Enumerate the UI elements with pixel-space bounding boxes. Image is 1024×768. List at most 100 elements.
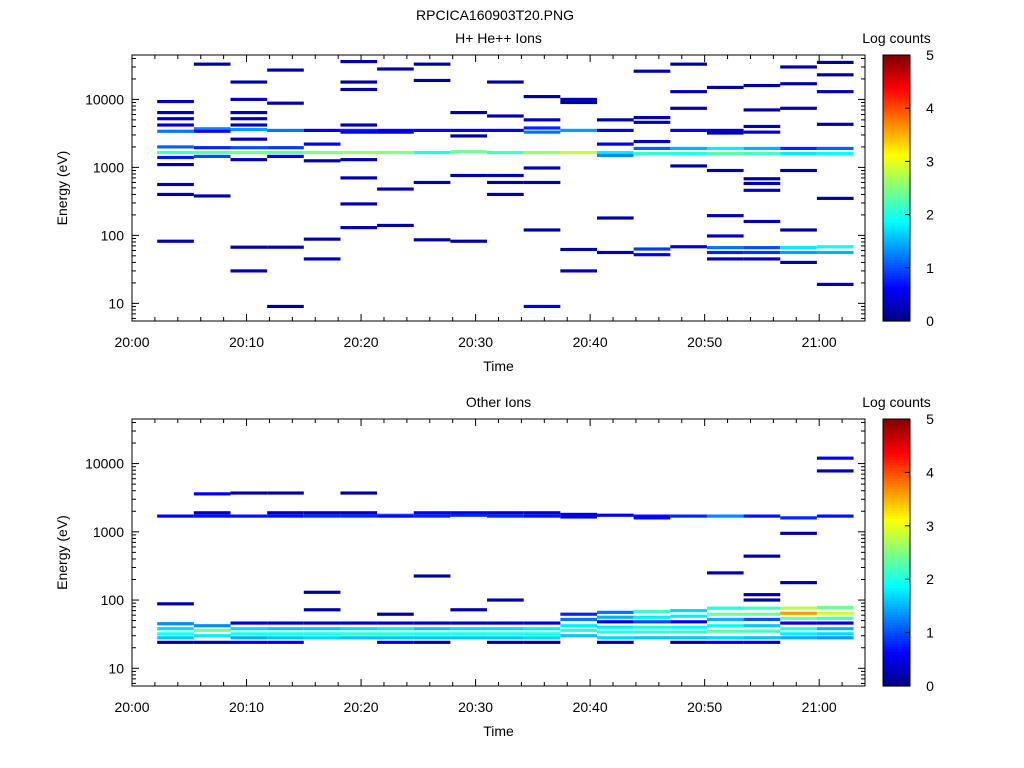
heatmap-cell <box>780 168 817 173</box>
colorbar-segment <box>883 246 910 250</box>
colorbar-segment <box>883 142 910 147</box>
heatmap-cell <box>560 512 597 516</box>
colorbar-segment <box>883 640 910 644</box>
heatmap-cell <box>487 192 524 197</box>
heatmap-cell <box>267 640 304 644</box>
heatmap-cell <box>560 628 597 632</box>
colorbar-segment <box>883 515 910 519</box>
heatmap-cell <box>560 624 597 628</box>
heatmap-cell <box>523 151 561 155</box>
colorbar-segment <box>883 637 910 642</box>
heatmap-cell <box>230 127 268 132</box>
heatmap-cell <box>670 151 707 156</box>
heatmap-cell <box>560 617 597 622</box>
heatmap-cell <box>267 245 304 249</box>
colorbar-segment <box>883 488 910 492</box>
heatmap-cell <box>706 257 744 261</box>
colorbar-segment <box>883 584 910 588</box>
colorbar-segment <box>883 432 910 436</box>
colorbar-tick-label: 5 <box>926 411 934 427</box>
heatmap-cell <box>633 609 671 614</box>
heatmap-cell <box>340 511 378 515</box>
heatmap-cell <box>230 491 268 495</box>
colorbar-segment <box>883 424 910 428</box>
heatmap-cell <box>706 234 744 238</box>
colorbar-segment <box>883 485 910 490</box>
heatmap-cell <box>706 250 744 255</box>
colorbar-segment <box>883 105 910 109</box>
heatmap-cell <box>303 151 341 155</box>
heatmap-cell <box>706 131 744 135</box>
heatmap-cell <box>523 304 561 309</box>
colorbar-segment <box>883 427 910 431</box>
heatmap-cell <box>670 146 707 151</box>
heatmap-cell <box>706 128 744 132</box>
colorbar-segment <box>883 65 910 69</box>
colorbar-segment <box>883 440 910 444</box>
colorbar-segment <box>883 493 910 498</box>
heatmap-cell <box>377 612 414 616</box>
heatmap-cell <box>157 145 194 149</box>
heatmap-cell <box>157 514 194 518</box>
heatmap-cell <box>743 257 781 261</box>
heatmap-cell <box>267 68 304 72</box>
heatmap-cell <box>230 111 268 115</box>
heatmap-cell <box>450 173 488 178</box>
x-tick-label: 20:10 <box>229 699 264 715</box>
colorbar-segment <box>883 73 910 77</box>
colorbar-segment <box>883 166 910 170</box>
colorbar-segment <box>883 172 910 176</box>
colorbar-segment <box>883 100 910 104</box>
heatmap-cell <box>340 176 378 180</box>
x-tick-label: 20:20 <box>344 699 379 715</box>
colorbar-segment <box>883 70 910 75</box>
heatmap-cell <box>706 146 744 151</box>
heatmap-cell <box>450 636 488 640</box>
heatmap-cell <box>267 621 304 625</box>
colorbar-segment <box>883 227 910 232</box>
heatmap-cell <box>487 514 524 518</box>
colorbar-segment <box>883 664 910 668</box>
y-tick-label: 10000 <box>85 91 124 107</box>
heatmap-cell <box>267 491 304 495</box>
colorbar-segment <box>883 156 910 160</box>
colorbar-segment <box>883 182 910 186</box>
heatmap-cell <box>157 640 194 644</box>
heatmap-cell <box>596 636 634 640</box>
heatmap-cell <box>816 245 854 249</box>
heatmap-cell <box>340 632 378 636</box>
x-tick-label: 21:00 <box>802 699 837 715</box>
heatmap-cell <box>450 632 488 636</box>
heatmap-cell <box>780 621 817 625</box>
colorbar-segment <box>883 501 910 506</box>
colorbar-segment <box>883 257 910 261</box>
colorbar-segment <box>883 656 910 660</box>
heatmap-cell <box>303 128 341 132</box>
colorbar-segment <box>883 267 910 272</box>
heatmap-cell <box>816 621 854 625</box>
heatmap-cell <box>706 246 744 250</box>
colorbar-segment <box>883 289 910 293</box>
heatmap-cell <box>633 516 671 520</box>
heatmap-cell <box>230 627 268 631</box>
heatmap-cell <box>157 632 194 636</box>
colorbar-segment <box>883 632 910 636</box>
plot-frame <box>131 54 866 322</box>
colorbar-segment <box>883 437 910 441</box>
heatmap-cell <box>523 632 561 636</box>
heatmap-cell <box>340 514 378 518</box>
heatmap-cell <box>193 640 231 644</box>
heatmap-cell <box>706 606 744 610</box>
heatmap-cell <box>230 151 268 155</box>
colorbar-segment <box>883 102 910 107</box>
colorbar-segment <box>883 55 910 59</box>
colorbar-segment <box>883 533 910 538</box>
colorbar-segment <box>883 592 910 596</box>
heatmap-cell <box>743 624 781 628</box>
colorbar-frame <box>882 54 911 322</box>
heatmap-cell <box>560 97 597 101</box>
colorbar-segment <box>883 126 910 131</box>
colorbar-segment <box>883 209 910 213</box>
